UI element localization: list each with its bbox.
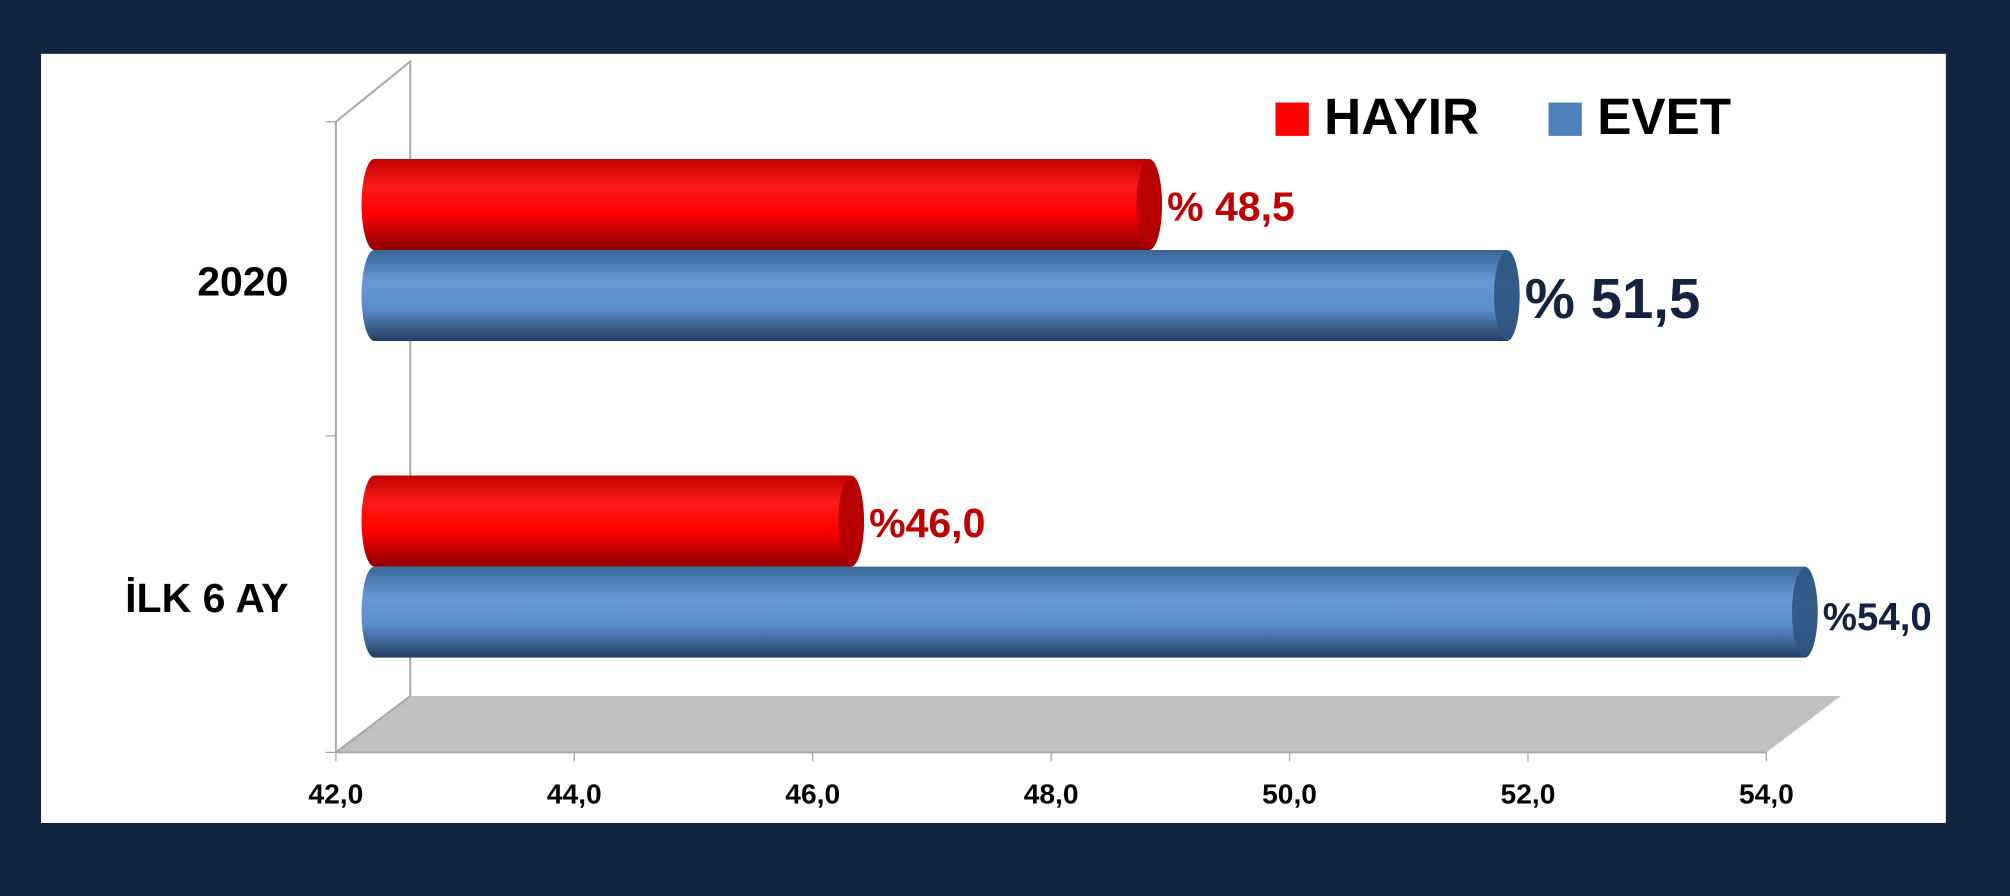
bar-cap bbox=[838, 476, 864, 566]
bar bbox=[361, 475, 864, 567]
bar bbox=[361, 249, 1520, 341]
x-tick-label: 52,0 bbox=[1501, 777, 1556, 809]
bar-cap bbox=[1494, 251, 1520, 340]
legend-label: HAYIR bbox=[1324, 88, 1479, 145]
value-label: %46,0 bbox=[869, 500, 985, 546]
category-label: 2020 bbox=[197, 258, 288, 304]
bar bbox=[361, 566, 1818, 658]
legend-swatch bbox=[1275, 102, 1309, 136]
bar-cap bbox=[1136, 160, 1163, 249]
legend-label: EVET bbox=[1597, 88, 1731, 145]
x-tick-label: 54,0 bbox=[1739, 777, 1794, 809]
value-label: % 51,5 bbox=[1525, 267, 1701, 330]
x-tick-label: 46,0 bbox=[785, 777, 840, 809]
x-tick-label: 42,0 bbox=[308, 777, 363, 809]
value-label: % 48,5 bbox=[1167, 183, 1295, 229]
floor bbox=[335, 696, 1841, 753]
bar-cap bbox=[1792, 567, 1818, 657]
legend-swatch bbox=[1548, 102, 1582, 136]
x-tick-label: 48,0 bbox=[1024, 777, 1079, 809]
category-label: İLK 6 AY bbox=[125, 575, 288, 621]
x-tick-label: 44,0 bbox=[547, 777, 602, 809]
back-wall bbox=[335, 59, 412, 754]
bar bbox=[361, 158, 1163, 250]
x-tick-label: 50,0 bbox=[1262, 777, 1317, 809]
value-label: %54,0 bbox=[1823, 596, 1932, 639]
